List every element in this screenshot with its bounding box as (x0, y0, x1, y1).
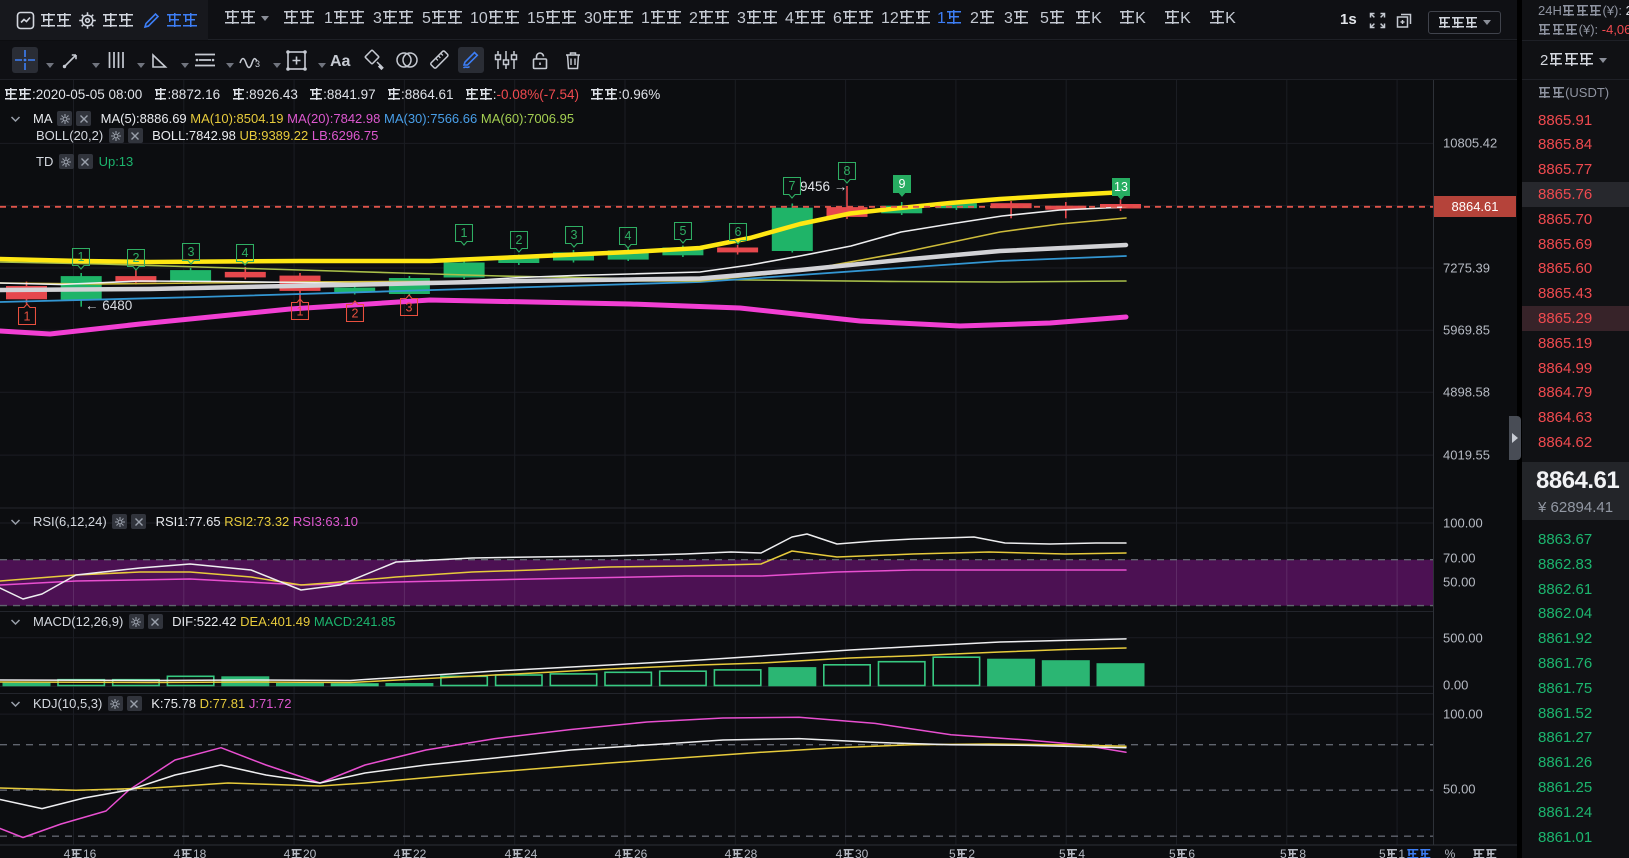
svg-text:1: 1 (23, 309, 30, 323)
svg-text:13: 13 (1114, 180, 1128, 194)
svg-text:2: 2 (351, 306, 358, 320)
svg-text:7: 7 (789, 179, 796, 193)
svg-text:8: 8 (844, 164, 851, 178)
svg-text:2: 2 (515, 233, 522, 247)
svg-text:Aa: Aa (330, 53, 351, 70)
svg-text:5: 5 (679, 224, 686, 238)
svg-text:4: 4 (625, 229, 632, 243)
svg-text:1: 1 (461, 226, 468, 240)
svg-text:1: 1 (297, 304, 304, 318)
svg-text:1: 1 (78, 250, 85, 264)
svg-text:9: 9 (898, 177, 905, 191)
svg-text:4: 4 (242, 246, 249, 260)
svg-text:2: 2 (132, 251, 139, 265)
svg-text:3: 3 (406, 300, 413, 314)
svg-text:3: 3 (570, 228, 577, 242)
svg-text:3: 3 (255, 59, 260, 69)
svg-text:6: 6 (734, 225, 741, 239)
svg-text:3: 3 (187, 245, 194, 259)
